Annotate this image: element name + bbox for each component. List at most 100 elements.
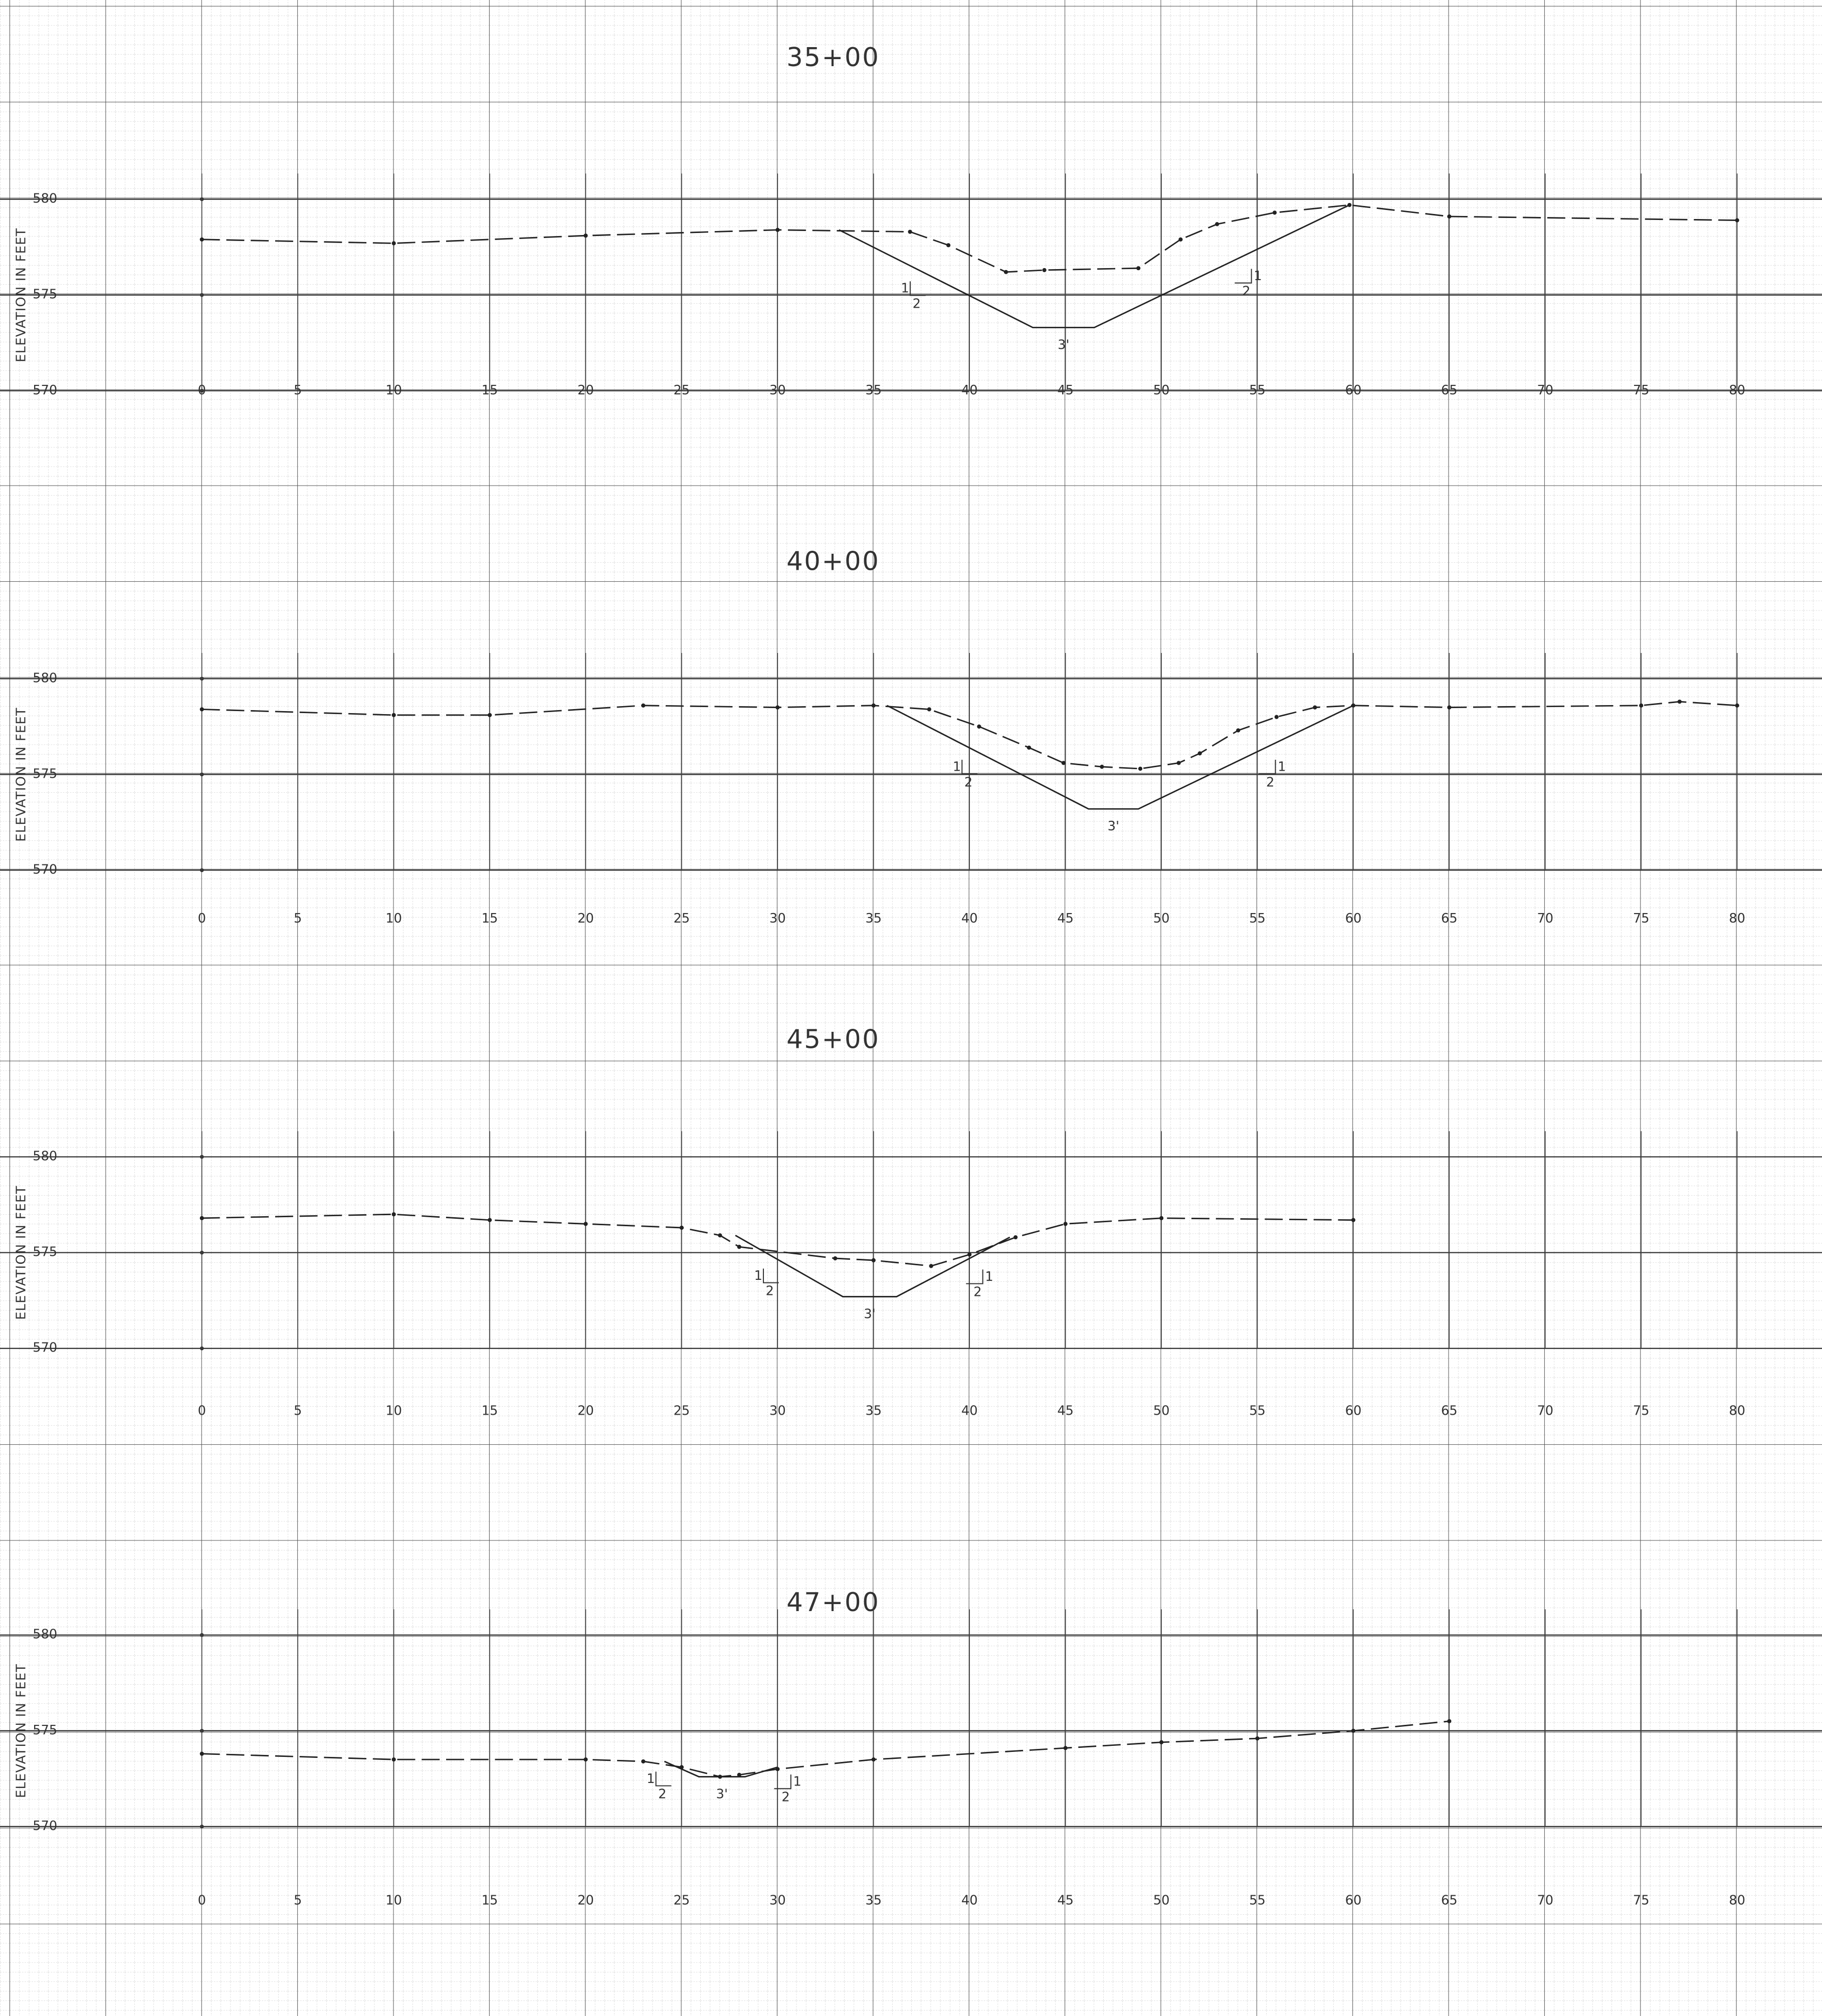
slope-symbol	[909, 281, 926, 296]
x-tick-label: 60	[1345, 911, 1362, 926]
slope-run: 2	[1242, 284, 1250, 299]
x-tick-label: 80	[1729, 1403, 1745, 1418]
ground-point	[737, 1245, 741, 1249]
x-tick-label: 60	[1345, 1403, 1362, 1418]
ground-point	[583, 1222, 588, 1226]
existing-ground-line	[201, 204, 1737, 273]
ground-point	[1351, 1218, 1356, 1222]
bottom-width: 3'	[1108, 819, 1119, 834]
x-tick-label: 0	[198, 1893, 206, 1908]
ground-point	[1063, 1222, 1068, 1226]
x-tick-label: 25	[674, 1893, 690, 1908]
ground-point	[929, 1264, 933, 1268]
x-tick-label: 20	[577, 1893, 594, 1908]
x-tick-label: 35	[865, 1403, 882, 1418]
x-tick-label: 45	[1057, 1403, 1074, 1418]
chart-title: 45+00	[786, 1025, 880, 1055]
ground-point	[487, 1218, 492, 1222]
chart-title: 47+00	[786, 1588, 880, 1618]
slope-run: 2	[658, 1787, 666, 1802]
x-tick-label: 75	[1633, 1893, 1650, 1908]
ground-point	[927, 707, 931, 712]
chart-title: 40+00	[786, 546, 880, 576]
slope-rise: 1	[985, 1269, 993, 1284]
x-tick-label: 70	[1537, 1403, 1554, 1418]
x-tick-label: 5	[294, 1893, 302, 1908]
x-tick-label: 40	[961, 911, 978, 926]
x-tick-label: 55	[1249, 1403, 1266, 1418]
x-tick-label: 70	[1537, 911, 1554, 926]
x-tick-label: 45	[1057, 911, 1074, 926]
x-tick-label: 55	[1249, 911, 1266, 926]
ground-point	[1138, 766, 1143, 771]
bottom-width: 3'	[1058, 338, 1069, 353]
x-tick-label: 10	[385, 1893, 402, 1908]
ground-point	[391, 713, 396, 718]
x-tick-label: 60	[1345, 1893, 1362, 1908]
ground-point	[1003, 270, 1008, 274]
slope-symbol	[961, 760, 978, 775]
ground-point	[1639, 703, 1644, 708]
slope-rise: 1	[754, 1268, 762, 1283]
ground-point	[199, 1751, 204, 1756]
proposed-section-line	[664, 1760, 778, 1777]
x-tick-label: 50	[1153, 1893, 1170, 1908]
x-tick-label: 75	[1633, 1403, 1650, 1418]
ground-point	[718, 1233, 722, 1238]
slope-symbol	[1259, 760, 1276, 775]
ground-point	[391, 1757, 396, 1762]
ground-point	[1159, 1216, 1164, 1220]
x-tick-label: 30	[769, 911, 786, 926]
x-tick-label: 35	[865, 1893, 882, 1908]
existing-ground-line	[201, 1720, 1450, 1777]
x-tick-label: 30	[769, 1403, 786, 1418]
ground-point	[583, 234, 588, 238]
ground-point	[775, 228, 780, 232]
slope-rise: 1	[647, 1771, 655, 1786]
x-tick-label: 0	[198, 1403, 206, 1418]
ground-point	[1178, 237, 1183, 242]
slope-run: 2	[766, 1284, 774, 1299]
bottom-width: 3'	[864, 1306, 875, 1321]
ground-point	[1274, 715, 1279, 719]
ground-point	[1197, 751, 1202, 756]
ground-point	[1735, 703, 1739, 708]
x-tick-label: 20	[577, 911, 594, 926]
ground-point	[199, 237, 204, 242]
slope-symbol	[774, 1774, 791, 1789]
x-tick-label: 10	[385, 911, 402, 926]
ground-point	[871, 1258, 876, 1263]
x-tick-label: 65	[1441, 911, 1458, 926]
x-tick-label: 40	[961, 1893, 978, 1908]
x-tick-label: 20	[577, 1403, 594, 1418]
ground-point	[1042, 268, 1047, 273]
slope-run: 2	[913, 296, 921, 311]
x-tick-label: 15	[482, 911, 498, 926]
ground-point	[679, 1225, 684, 1230]
slope-rise: 1	[793, 1774, 801, 1789]
existing-ground-line	[201, 701, 1737, 770]
ground-point	[946, 243, 951, 248]
ground-point	[833, 1256, 838, 1261]
x-tick-label: 80	[1729, 1893, 1745, 1908]
ground-point	[871, 1757, 876, 1762]
ground-point	[1027, 745, 1032, 750]
ground-point	[1236, 728, 1241, 733]
slope-symbol	[655, 1771, 672, 1786]
slope-run: 2	[1266, 775, 1274, 790]
x-tick-label: 0	[198, 911, 206, 926]
x-tick-label: 35	[865, 911, 882, 926]
ground-point	[1100, 765, 1104, 769]
slope-symbol	[1235, 269, 1252, 284]
ground-point	[1447, 214, 1452, 219]
y-tick-mark	[199, 1825, 204, 1829]
ground-point	[908, 230, 912, 234]
x-tick-label: 15	[482, 1403, 498, 1418]
ground-point	[1272, 210, 1277, 215]
x-tick-label: 30	[769, 1893, 786, 1908]
ground-point	[1063, 1746, 1068, 1750]
proposed-section-line	[886, 705, 1354, 810]
slope-rise: 1	[901, 281, 909, 296]
chart-title: 35+00	[786, 43, 880, 73]
x-tick-label: 10	[385, 1403, 402, 1418]
